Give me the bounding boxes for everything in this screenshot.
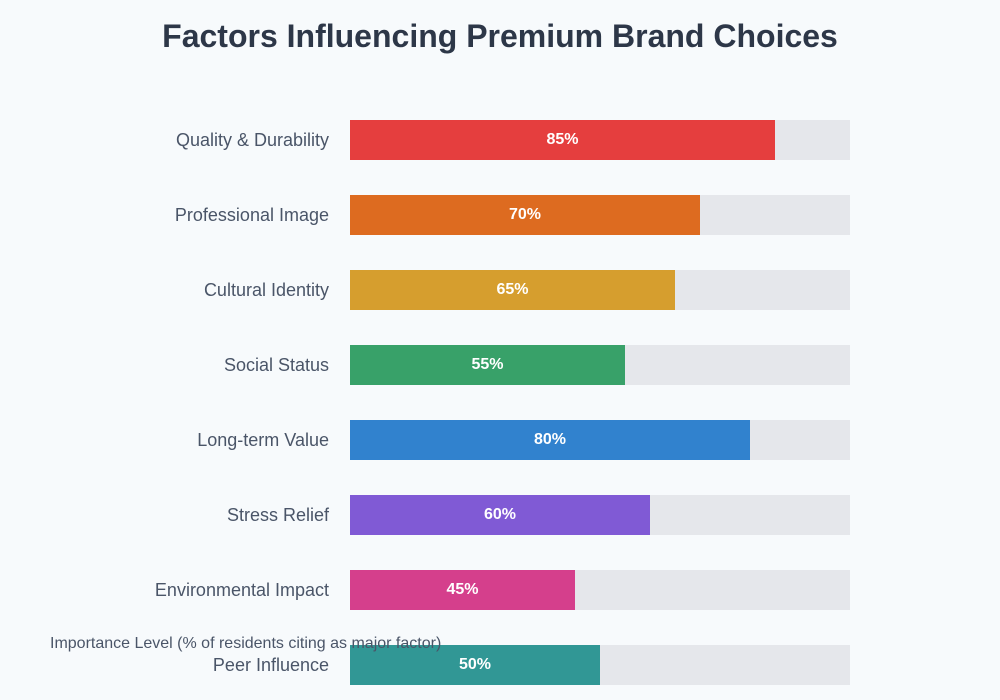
bar: 70%	[350, 195, 700, 235]
bar-value-label: 60%	[483, 506, 517, 523]
bar: 45%	[350, 570, 575, 610]
bar-track: 60%	[350, 495, 850, 535]
category-label: Peer Influence	[212, 655, 329, 675]
chart-title: Factors Influencing Premium Brand Choice…	[162, 18, 838, 54]
category-label: Stress Relief	[226, 505, 329, 525]
category-label: Professional Image	[174, 205, 329, 225]
category-label: Long-term Value	[197, 430, 329, 450]
x-axis-label: Importance Level (% of residents citing …	[50, 635, 442, 652]
bar-value-label: 80%	[533, 431, 567, 448]
category-label: Environmental Impact	[154, 580, 329, 600]
bar-track: 70%	[350, 195, 850, 235]
bar-value-label: 70%	[508, 206, 542, 223]
bar: 80%	[350, 420, 750, 460]
bar-track: 45%	[350, 570, 850, 610]
bar-value-label: 45%	[446, 581, 479, 598]
bar-value-label: 85%	[546, 131, 579, 148]
bar-value-label: 55%	[471, 356, 504, 373]
category-label: Quality & Durability	[175, 130, 329, 150]
bar-track: 55%	[350, 345, 850, 385]
bar: 85%	[350, 120, 775, 160]
bar: 50%	[350, 645, 600, 685]
bar-value-label: 50%	[458, 656, 492, 673]
bar: 65%	[350, 270, 675, 310]
category-label: Cultural Identity	[203, 280, 329, 300]
bar: 55%	[350, 345, 625, 385]
bar-value-label: 65%	[496, 281, 529, 298]
bar-track: 65%	[350, 270, 850, 310]
bar: 60%	[350, 495, 650, 535]
bar-track: 85%	[350, 120, 850, 160]
category-label: Social Status	[223, 355, 329, 375]
bar-track: 50%	[350, 645, 850, 685]
bar-track: 80%	[350, 420, 850, 460]
